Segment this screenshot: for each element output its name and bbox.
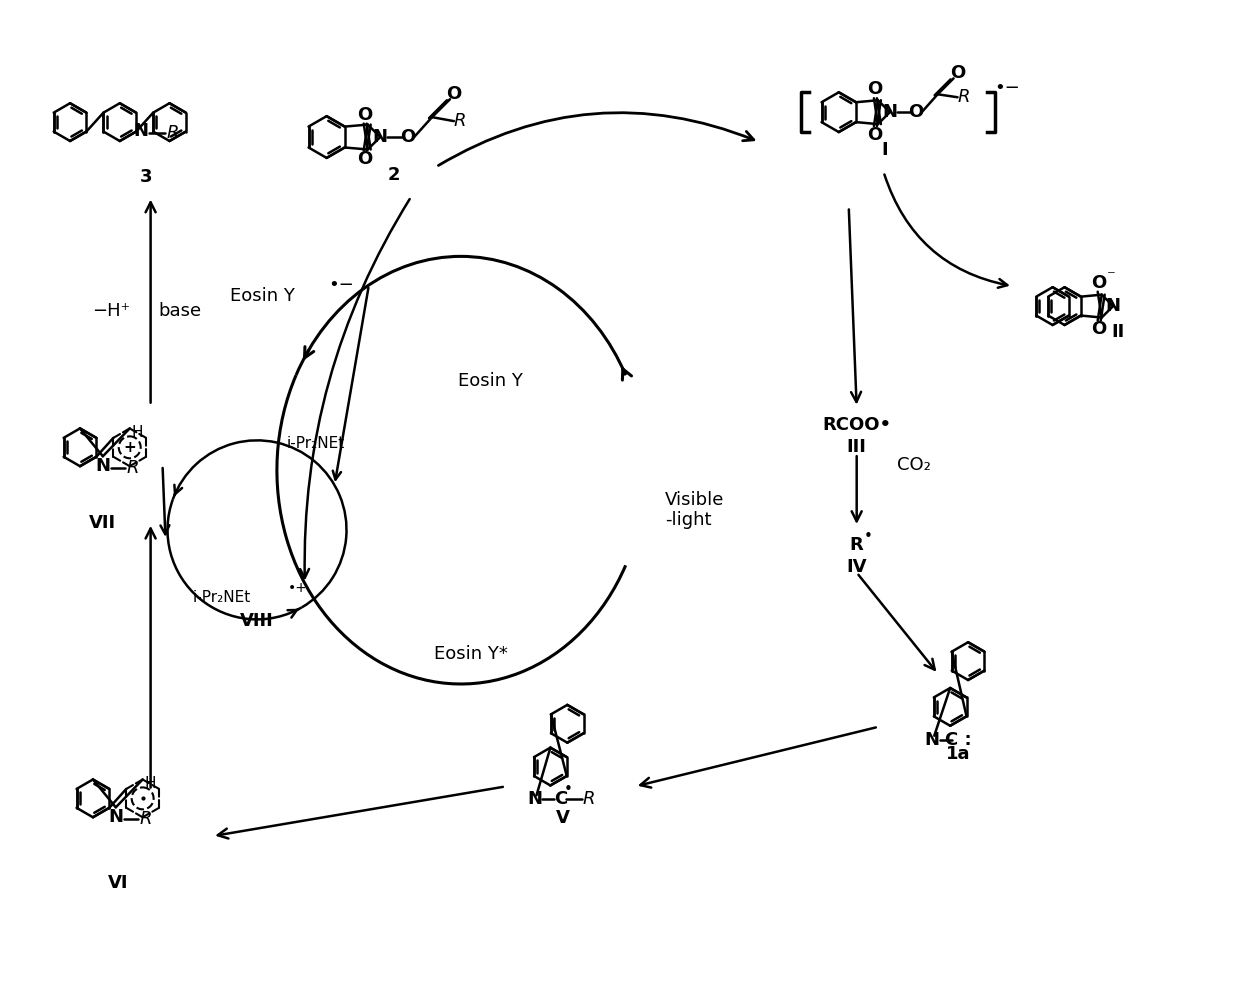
Text: O: O <box>950 65 965 83</box>
Text: 1a: 1a <box>946 745 971 763</box>
Text: VII: VII <box>89 514 117 532</box>
Text: VI: VI <box>108 874 128 892</box>
Text: O: O <box>357 150 372 168</box>
Text: O: O <box>1091 274 1106 291</box>
Text: −H⁺: −H⁺ <box>92 302 130 321</box>
Text: O: O <box>401 128 415 146</box>
Text: II: II <box>1111 324 1125 342</box>
Text: •: • <box>864 529 873 544</box>
Text: N: N <box>373 128 388 146</box>
Text: ⁻: ⁻ <box>1107 267 1116 285</box>
Text: C :: C : <box>945 731 971 749</box>
Text: •+: •+ <box>288 581 308 595</box>
Text: O: O <box>357 106 372 124</box>
Text: Eosin Y: Eosin Y <box>229 287 294 305</box>
Text: O: O <box>446 86 461 103</box>
Text: O: O <box>1091 321 1106 339</box>
Text: N: N <box>527 790 542 808</box>
Text: i-Pr₂NEt: i-Pr₂NEt <box>286 435 345 451</box>
Text: IV: IV <box>847 557 867 576</box>
Text: R: R <box>957 89 970 106</box>
Text: V: V <box>557 809 570 828</box>
Text: I: I <box>882 141 888 159</box>
Text: Eosin Y*: Eosin Y* <box>434 645 507 663</box>
Text: 3: 3 <box>139 167 151 185</box>
Text: +: + <box>123 439 136 455</box>
Text: 2: 2 <box>388 166 401 183</box>
Text: RCOO•: RCOO• <box>822 416 892 434</box>
Text: N: N <box>883 103 898 121</box>
Text: N: N <box>95 458 110 475</box>
Text: CO₂: CO₂ <box>898 457 931 474</box>
Text: R: R <box>454 112 466 130</box>
Text: R: R <box>126 460 139 477</box>
Text: R: R <box>139 810 151 829</box>
Text: O: O <box>867 126 883 144</box>
Text: R: R <box>849 536 863 553</box>
Text: base: base <box>159 302 202 321</box>
Text: •: • <box>564 782 573 797</box>
Text: N: N <box>925 731 940 749</box>
Text: O: O <box>867 81 883 99</box>
Text: •−: •− <box>994 80 1021 98</box>
Text: N: N <box>134 122 149 139</box>
Text: R: R <box>166 124 180 141</box>
Text: N: N <box>108 808 123 827</box>
Text: III: III <box>847 438 867 457</box>
Text: O: O <box>908 103 924 121</box>
Text: i-Pr₂NEt: i-Pr₂NEt <box>193 590 252 605</box>
Text: H: H <box>131 425 144 439</box>
Text: Eosin Y: Eosin Y <box>459 372 523 390</box>
Text: N: N <box>1106 297 1121 316</box>
Text: •−: •− <box>329 276 355 294</box>
Text: H: H <box>145 776 156 791</box>
Text: Visible
-light: Visible -light <box>665 491 724 529</box>
Text: R: R <box>583 790 595 808</box>
Text: C: C <box>554 790 567 808</box>
Text: VIII: VIII <box>241 612 274 630</box>
